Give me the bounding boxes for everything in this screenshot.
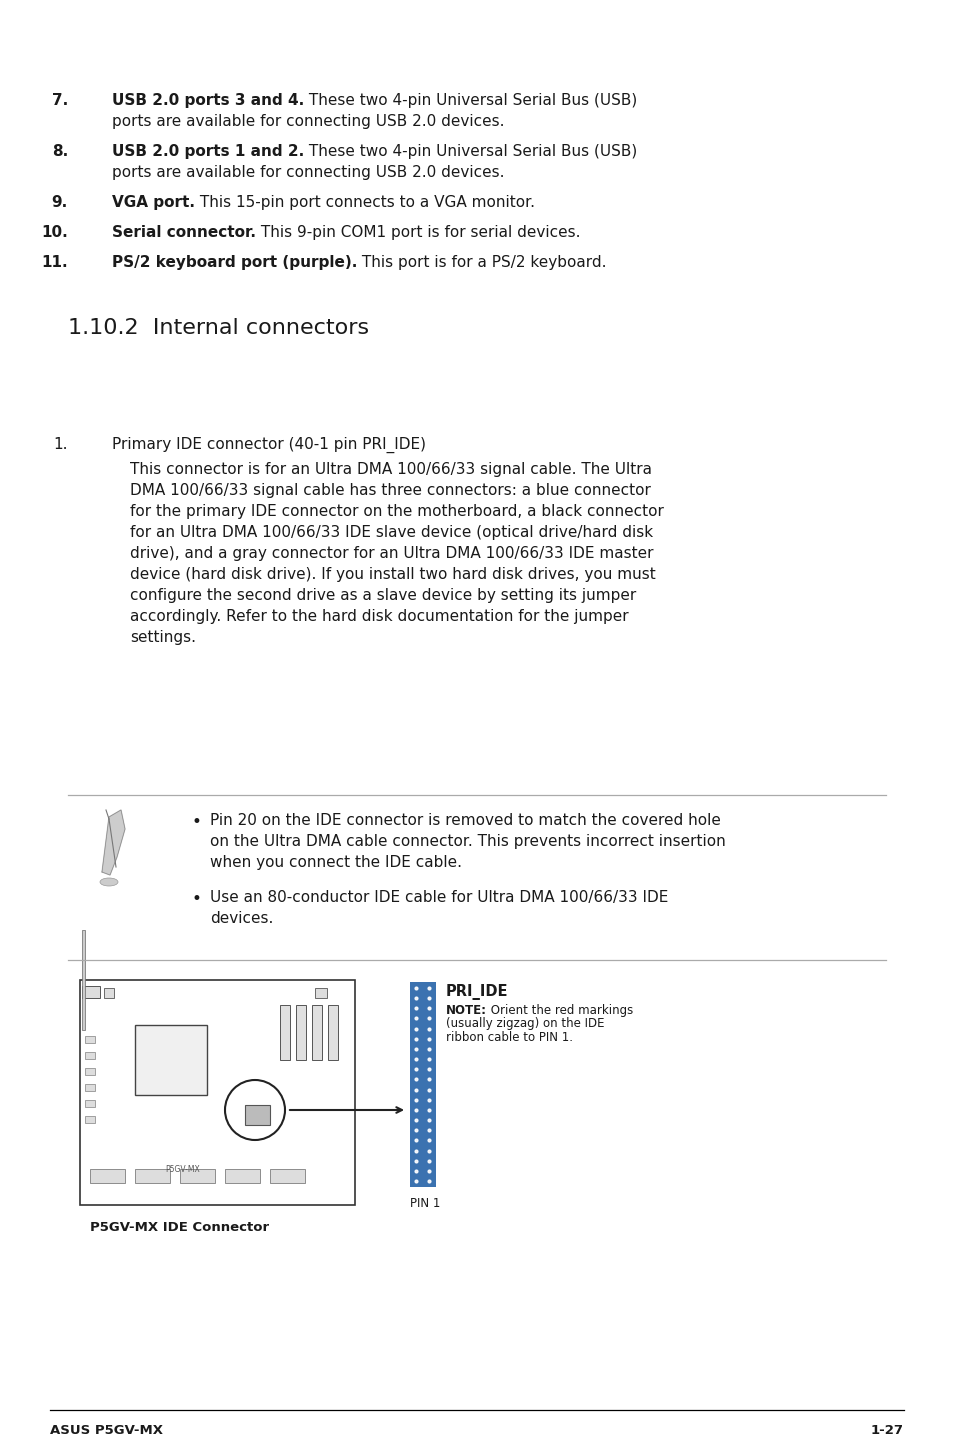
Bar [135,1025,207,1094]
Text: 10.: 10. [41,224,68,240]
Text: This 9-pin COM1 port is for serial devices.: This 9-pin COM1 port is for serial devic… [255,224,579,240]
Bar [85,1053,95,1058]
Text: VGA port.: VGA port. [112,196,194,210]
Text: for the primary IDE connector on the motherboard, a black connector: for the primary IDE connector on the mot… [130,503,663,519]
Text: Orient the red markings: Orient the red markings [486,1004,633,1017]
Text: 1.: 1. [53,437,68,452]
Bar [295,1005,306,1060]
Bar [104,988,113,998]
Text: 9.: 9. [51,196,68,210]
Text: Pin 20 on the IDE connector is removed to match the covered hole: Pin 20 on the IDE connector is removed t… [210,812,720,828]
Text: This connector is for an Ultra DMA 100/66/33 signal cable. The Ultra: This connector is for an Ultra DMA 100/6… [130,462,651,477]
Bar [280,1005,290,1060]
Bar [328,1005,337,1060]
Text: ASUS P5GV-MX: ASUS P5GV-MX [50,1424,163,1437]
Text: These two 4-pin Universal Serial Bus (USB): These two 4-pin Universal Serial Bus (US… [304,93,637,108]
Text: PIN 1: PIN 1 [410,1196,440,1209]
Text: (usually zigzag) on the IDE: (usually zigzag) on the IDE [446,1018,604,1031]
Text: on the Ultra DMA cable connector. This prevents incorrect insertion: on the Ultra DMA cable connector. This p… [210,834,725,848]
Bar [312,1005,322,1060]
Bar [410,982,436,1186]
Text: •: • [192,890,202,907]
Text: This port is for a PS/2 keyboard.: This port is for a PS/2 keyboard. [357,255,606,270]
Bar [225,1169,260,1183]
Bar [85,1035,95,1043]
Text: P5GV-MX: P5GV-MX [165,1165,199,1173]
Bar [85,1084,95,1091]
Text: settings.: settings. [130,630,195,646]
Text: Serial connector.: Serial connector. [112,224,255,240]
Bar [85,1100,95,1107]
Text: Use an 80-conductor IDE cable for Ultra DMA 100/66/33 IDE: Use an 80-conductor IDE cable for Ultra … [210,890,668,905]
Text: 7.: 7. [51,93,68,108]
Ellipse shape [100,879,118,886]
Text: PRI_IDE: PRI_IDE [446,984,508,999]
Text: •: • [192,812,202,831]
Text: USB 2.0 ports 1 and 2.: USB 2.0 ports 1 and 2. [112,144,304,160]
Text: DMA 100/66/33 signal cable has three connectors: a blue connector: DMA 100/66/33 signal cable has three con… [130,483,650,498]
Text: drive), and a gray connector for an Ultra DMA 100/66/33 IDE master: drive), and a gray connector for an Ultr… [130,546,653,561]
Bar [314,988,327,998]
Text: configure the second drive as a slave device by setting its jumper: configure the second drive as a slave de… [130,588,636,603]
Text: 1-27: 1-27 [870,1424,903,1437]
Text: accordingly. Refer to the hard disk documentation for the jumper: accordingly. Refer to the hard disk docu… [130,610,628,624]
Bar [90,1169,125,1183]
Bar [80,981,355,1205]
Text: PS/2 keyboard port (purple).: PS/2 keyboard port (purple). [112,255,357,270]
Text: ports are available for connecting USB 2.0 devices.: ports are available for connecting USB 2… [112,165,504,180]
Text: These two 4-pin Universal Serial Bus (USB): These two 4-pin Universal Serial Bus (US… [304,144,637,160]
Polygon shape [102,810,125,874]
Bar [82,986,100,998]
Text: ribbon cable to PIN 1.: ribbon cable to PIN 1. [446,1031,573,1044]
Text: for an Ultra DMA 100/66/33 IDE slave device (optical drive/hard disk: for an Ultra DMA 100/66/33 IDE slave dev… [130,525,653,541]
Text: USB 2.0 ports 3 and 4.: USB 2.0 ports 3 and 4. [112,93,304,108]
Text: device (hard disk drive). If you install two hard disk drives, you must: device (hard disk drive). If you install… [130,567,655,582]
Text: ports are available for connecting USB 2.0 devices.: ports are available for connecting USB 2… [112,114,504,129]
Text: NOTE:: NOTE: [446,1004,486,1017]
Text: 11.: 11. [41,255,68,270]
Text: 8.: 8. [51,144,68,160]
Bar [135,1169,170,1183]
Text: devices.: devices. [210,912,274,926]
Text: when you connect the IDE cable.: when you connect the IDE cable. [210,856,461,870]
Bar [270,1169,305,1183]
Bar [85,1116,95,1123]
Text: Primary IDE connector (40-1 pin PRI_IDE): Primary IDE connector (40-1 pin PRI_IDE) [112,437,426,453]
Bar [245,1104,270,1125]
Bar [85,1068,95,1076]
Text: 1.10.2  Internal connectors: 1.10.2 Internal connectors [68,318,369,338]
Text: This 15-pin port connects to a VGA monitor.: This 15-pin port connects to a VGA monit… [194,196,535,210]
Text: P5GV-MX IDE Connector: P5GV-MX IDE Connector [90,1221,269,1234]
Bar [180,1169,214,1183]
Bar [82,930,85,1030]
